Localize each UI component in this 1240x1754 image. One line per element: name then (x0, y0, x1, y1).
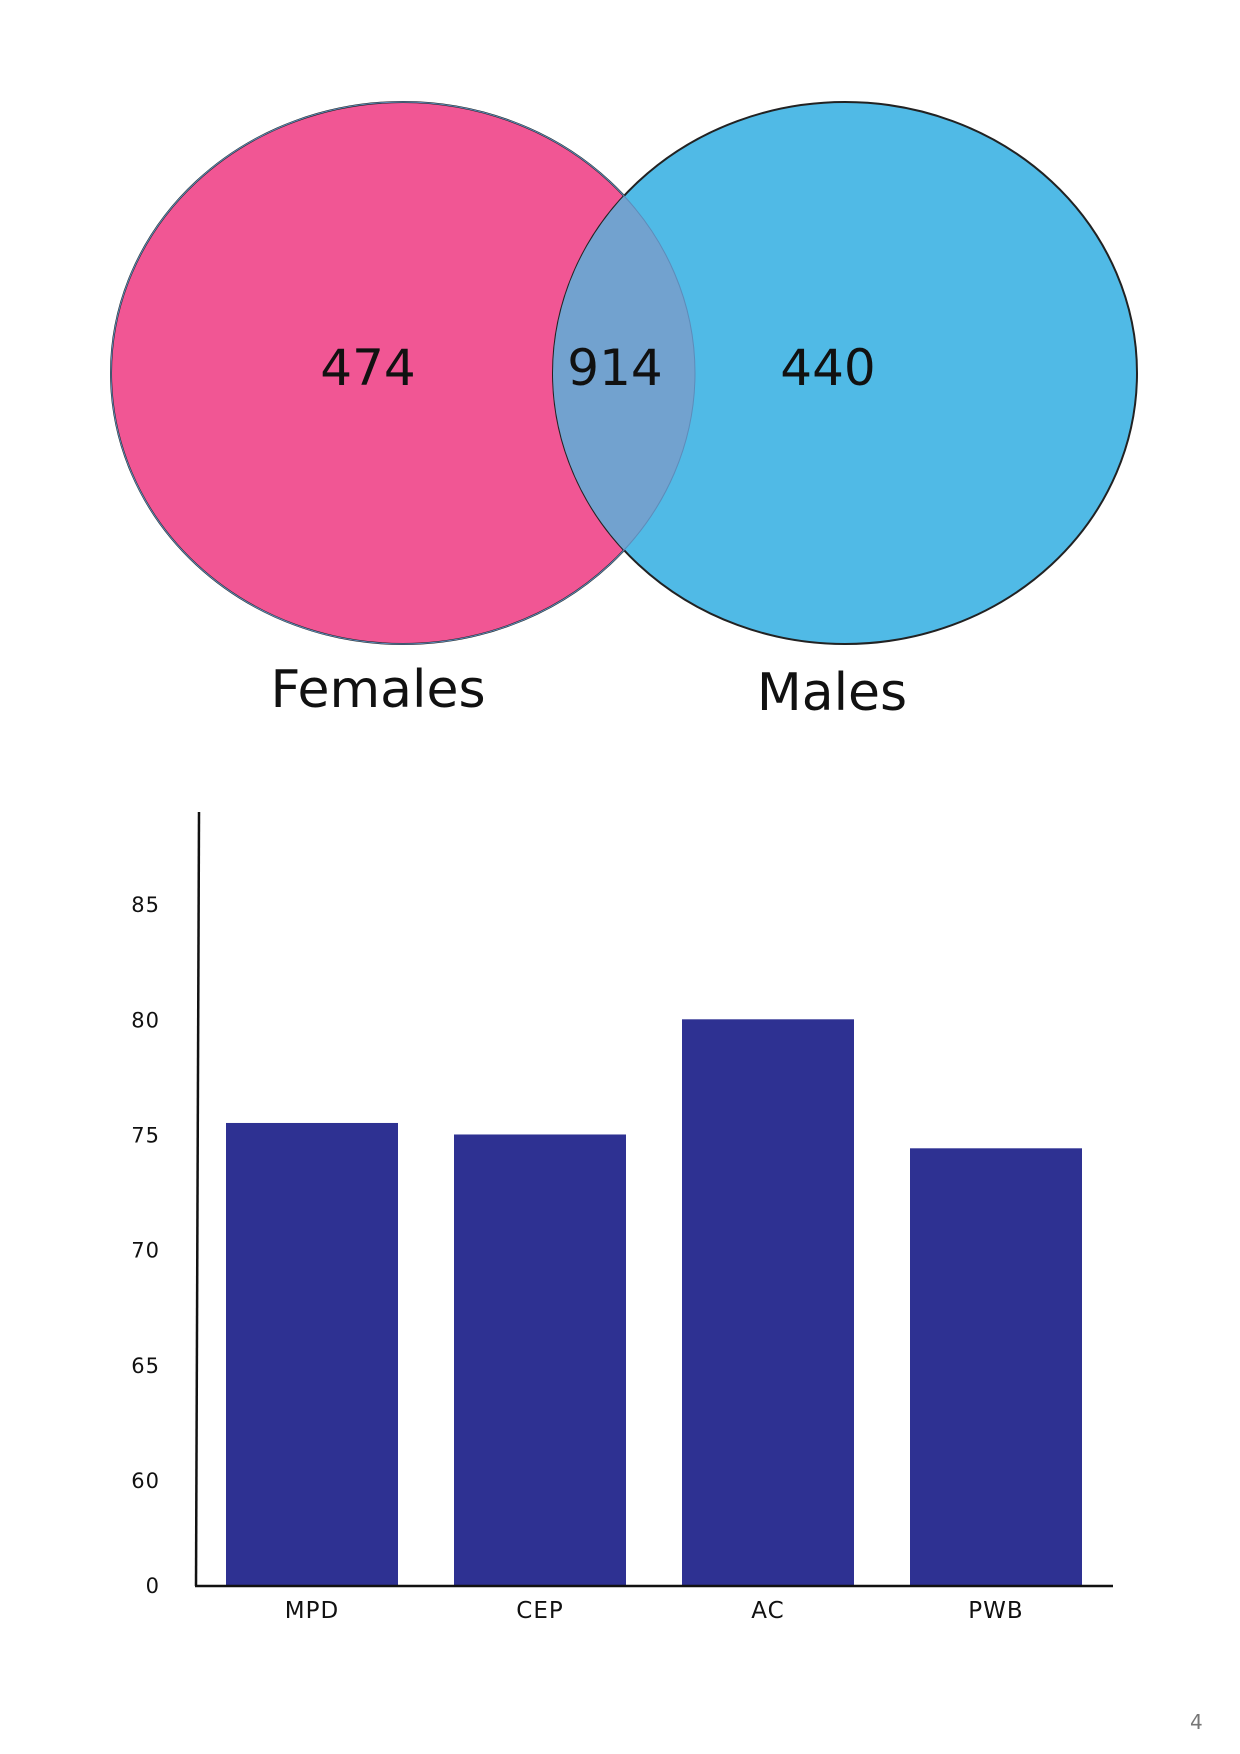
y-tick-85: 85 (131, 893, 160, 917)
venn-count-males-only: 440 (780, 339, 875, 397)
bar-pwb (910, 1148, 1082, 1586)
y-tick-70: 70 (131, 1239, 160, 1263)
x-label-ac: AC (751, 1598, 784, 1624)
bar-ac (682, 1019, 854, 1586)
bar-mpd (226, 1122, 398, 1586)
y-tick-labels: 0 60 65 70 75 80 85 (131, 893, 160, 1598)
bars-group (226, 1019, 1082, 1586)
bar-cep (454, 1134, 626, 1586)
y-tick-80: 80 (131, 1008, 160, 1032)
venn-count-females-only: 474 (320, 339, 415, 397)
y-axis-line (194, 811, 201, 1587)
x-label-cep: CEP (516, 1598, 563, 1624)
y-tick-0: 0 (146, 1574, 160, 1598)
y-tick-60: 60 (131, 1469, 160, 1493)
x-category-labels: MPD CEP AC PWB (285, 1598, 1023, 1624)
y-tick-65: 65 (131, 1354, 160, 1378)
x-label-pwb: PWB (968, 1598, 1023, 1624)
venn-diagram: 474 914 440 Females Males (110, 101, 1138, 723)
page-number: 4 (1190, 1710, 1203, 1734)
bar-chart: 0 60 65 70 75 80 85 MPD CEP AC PWB (131, 811, 1113, 1624)
venn-label-males: Males (757, 663, 907, 723)
venn-overlap-outline (110, 101, 696, 645)
x-label-mpd: MPD (285, 1598, 339, 1624)
y-tick-75: 75 (131, 1123, 160, 1147)
venn-label-females: Females (270, 660, 485, 720)
venn-count-intersection: 914 (567, 339, 662, 397)
